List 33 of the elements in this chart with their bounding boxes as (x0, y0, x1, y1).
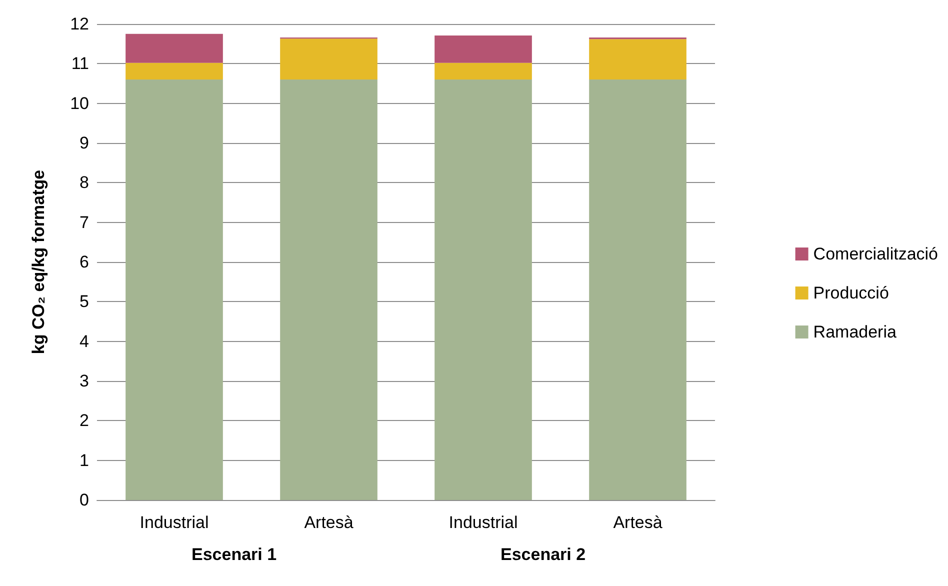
y-tick-label: 7 (80, 212, 89, 232)
y-tick-label: 5 (80, 292, 89, 312)
bar (434, 80, 532, 500)
y-tick-label: 12 (70, 14, 89, 34)
legend-label: Producció (813, 284, 889, 302)
bar (434, 62, 532, 80)
legend-label: Ramaderia (813, 322, 897, 342)
y-tick-label: 8 (80, 173, 89, 192)
bar (126, 62, 223, 80)
y-tick-label: 6 (80, 252, 89, 272)
bar (434, 36, 532, 63)
y-tick-label: 2 (80, 411, 89, 430)
y-tick-label: 10 (70, 94, 89, 113)
bar (280, 38, 378, 80)
y-tick-label: 3 (80, 372, 89, 390)
bar (589, 39, 686, 80)
x-tick-label: Industrial (140, 513, 209, 532)
text: Escenari 2 (500, 545, 586, 564)
y-tick-label: 4 (80, 332, 89, 351)
x-tick-label: Industrial (448, 513, 518, 532)
y-tick-label: 0 (80, 490, 89, 510)
y-axis-title: kg CO₂ eq/kg formatge (29, 170, 48, 354)
bar (126, 34, 223, 63)
y-tick-label: 11 (71, 54, 89, 74)
bar (126, 80, 223, 500)
x-tick-label: Artesà (613, 513, 663, 532)
x-tick-label: Artesà (304, 513, 354, 532)
legend-label: Comercialització (813, 244, 938, 264)
bar (589, 80, 686, 500)
y-tick-label: 1 (80, 450, 89, 470)
text: Escenari 1 (192, 545, 277, 564)
bar (280, 80, 378, 500)
y-tick-label: 9 (80, 134, 89, 152)
